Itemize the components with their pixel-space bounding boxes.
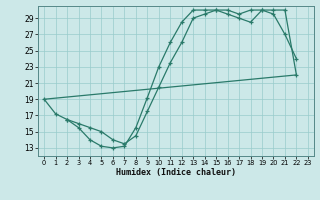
X-axis label: Humidex (Indice chaleur): Humidex (Indice chaleur) [116,168,236,177]
